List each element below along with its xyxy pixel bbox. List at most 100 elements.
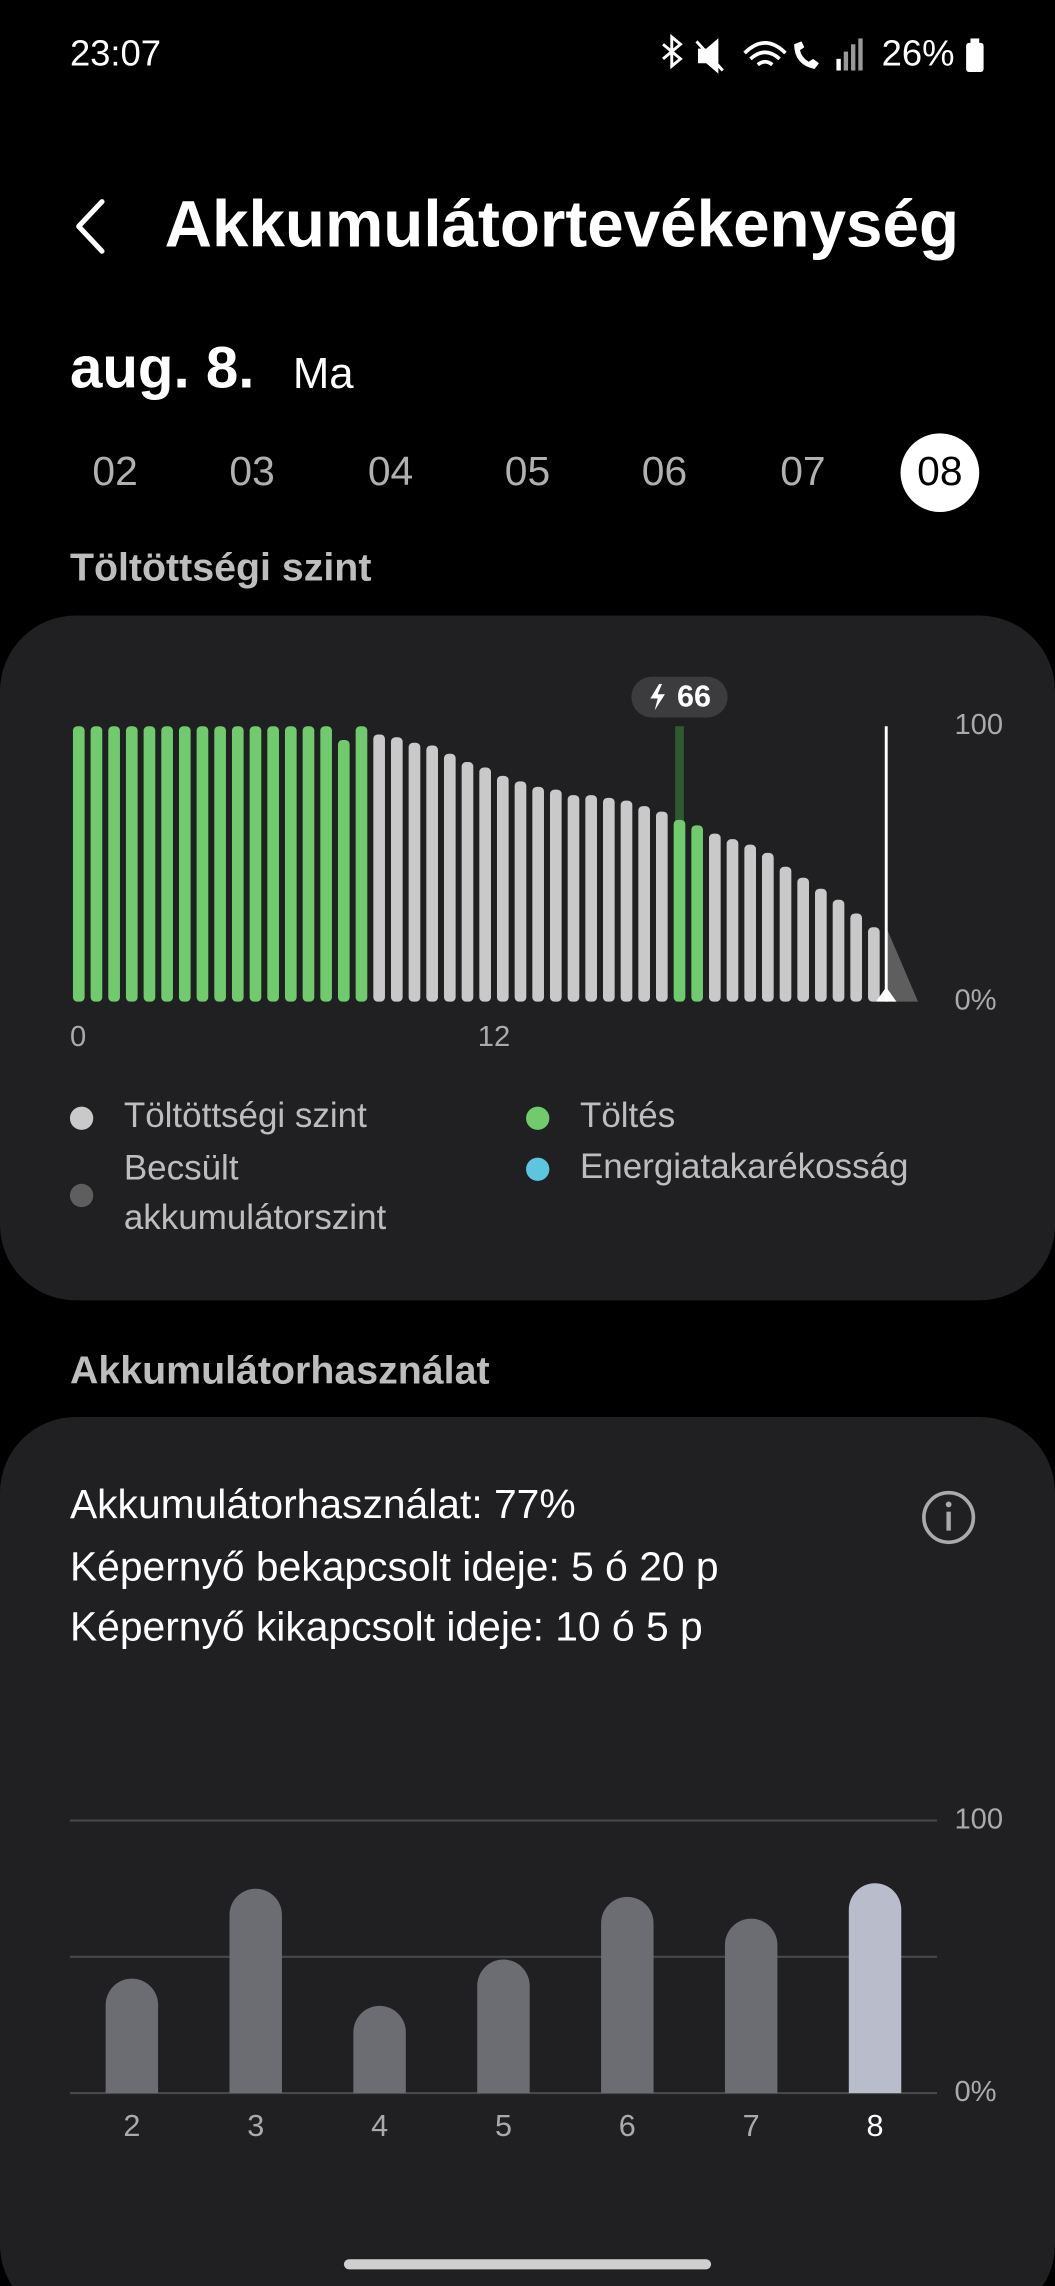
charge-bar bbox=[320, 726, 332, 1002]
wifi-icon bbox=[743, 41, 787, 67]
charge-bar bbox=[231, 726, 244, 1002]
charge-bar bbox=[726, 839, 739, 1002]
charge-bar bbox=[620, 800, 633, 1002]
call-icon bbox=[794, 41, 819, 70]
day-label: 08 bbox=[917, 448, 962, 494]
charge-bar bbox=[832, 899, 845, 1002]
day-item[interactable]: 05 bbox=[505, 448, 550, 494]
usage-bar bbox=[477, 1959, 530, 2094]
page-title: Akkumulátortevékenység bbox=[165, 188, 959, 261]
y-tick-label: 100 bbox=[954, 709, 1003, 741]
day-item[interactable]: 02 bbox=[92, 448, 137, 494]
charge-bar bbox=[125, 726, 138, 1002]
charge-bar bbox=[779, 866, 792, 1002]
charge-bar bbox=[496, 775, 509, 1002]
signal-bar bbox=[843, 51, 849, 71]
day-item[interactable]: 04 bbox=[368, 448, 413, 494]
charge-bar bbox=[673, 819, 686, 1002]
charge-bar bbox=[797, 877, 810, 1002]
day-label: 03 bbox=[229, 448, 274, 494]
charge-card bbox=[0, 615, 1055, 1301]
y-tick-label: 100 bbox=[954, 1803, 1003, 1835]
usage-bar bbox=[848, 1883, 902, 2094]
charge-bar bbox=[214, 726, 226, 1002]
charge-bar bbox=[249, 726, 262, 1002]
usage-bar bbox=[601, 1896, 654, 2094]
day-item[interactable]: 08 bbox=[900, 433, 980, 513]
charge-bar bbox=[567, 795, 580, 1002]
section-title: Töltöttségi szint bbox=[70, 546, 372, 590]
x-tick-label: 4 bbox=[371, 2109, 388, 2143]
legend-dot bbox=[526, 1106, 550, 1130]
charge-bar bbox=[72, 726, 85, 1002]
charge-bar bbox=[443, 753, 456, 1002]
legend-dot bbox=[69, 1183, 94, 1208]
day-label: 06 bbox=[642, 448, 687, 494]
day-label: 05 bbox=[505, 448, 550, 494]
day-item[interactable]: 06 bbox=[642, 448, 687, 494]
mute-icon bbox=[695, 38, 724, 74]
signal-bar bbox=[858, 38, 863, 71]
charge-bar bbox=[744, 844, 757, 1002]
legend-label: Energiatakarékosság bbox=[580, 1147, 909, 1186]
charge-bar bbox=[638, 806, 650, 1002]
day-label: 04 bbox=[368, 448, 413, 494]
day-selector: 02 03 04 05 06 07 08 bbox=[92, 433, 980, 513]
legend-line: Töltöttségi szint bbox=[124, 1096, 367, 1135]
status-icons bbox=[662, 33, 984, 74]
usage-chart: 0% 100 2 3 4 5 6 7 8 bbox=[69, 1803, 1003, 2143]
info-circle bbox=[922, 1490, 976, 1545]
usage-bar bbox=[724, 1918, 778, 2094]
callout-label: 66 bbox=[677, 680, 711, 714]
legend-dot bbox=[526, 1157, 550, 1181]
legend-line: Becsült bbox=[124, 1149, 239, 1188]
day-selected-bg bbox=[900, 433, 980, 513]
estimated-area bbox=[886, 927, 919, 1002]
signal-bar bbox=[836, 58, 841, 71]
legend-line: akkumulátorszint bbox=[124, 1198, 387, 1237]
charge-bar bbox=[426, 745, 438, 1002]
charge-bar bbox=[868, 927, 880, 1002]
home-indicator bbox=[343, 2259, 712, 2270]
x-tick-label: 12 bbox=[478, 1021, 510, 1053]
charge-bar bbox=[549, 789, 562, 1002]
day-item[interactable]: 07 bbox=[780, 448, 825, 494]
charge-bar bbox=[408, 742, 421, 1002]
charge-bar bbox=[656, 811, 668, 1002]
day-item[interactable]: 03 bbox=[229, 448, 274, 494]
charge-bar bbox=[850, 913, 863, 1002]
x-tick-label: 8 bbox=[867, 2109, 884, 2143]
usage-stat: Akkumulátorhasználat: 77% bbox=[70, 1481, 576, 1527]
charge-bar bbox=[479, 767, 491, 1002]
charge-bar bbox=[390, 737, 403, 1002]
bluetooth-icon bbox=[662, 33, 683, 70]
charge-bar bbox=[90, 726, 103, 1002]
status-battery: 26% bbox=[882, 33, 955, 74]
status-time: 23:07 bbox=[70, 33, 161, 74]
charge-bar bbox=[815, 888, 827, 1002]
section-title: Akkumulátorhasználat bbox=[70, 1349, 490, 1393]
legend-line: Töltés bbox=[580, 1096, 675, 1135]
date-weekday: Ma bbox=[293, 349, 354, 398]
date-day: aug. 8. bbox=[70, 336, 255, 401]
info-button[interactable] bbox=[922, 1490, 976, 1545]
x-tick-label: 0 bbox=[70, 1021, 86, 1053]
signal-bar bbox=[850, 44, 856, 71]
charge-bar bbox=[603, 797, 615, 1002]
x-tick-label: 3 bbox=[247, 2109, 264, 2143]
battery-cap bbox=[970, 38, 980, 45]
current-time-pointer bbox=[876, 987, 897, 1002]
info-stem bbox=[946, 1511, 951, 1531]
day-label: 07 bbox=[780, 448, 825, 494]
usage-stat: Képernyő bekapcsolt ideje: 5 ó 20 p bbox=[70, 1544, 719, 1590]
usage-bar bbox=[105, 1978, 159, 2094]
callout-bolt bbox=[650, 683, 665, 711]
legend-label: Töltöttségi szint bbox=[124, 1096, 367, 1135]
charge-bar bbox=[373, 734, 385, 1002]
x-tick-label: 5 bbox=[495, 2109, 512, 2143]
back-button[interactable] bbox=[76, 199, 105, 254]
charge-bar bbox=[585, 795, 597, 1002]
